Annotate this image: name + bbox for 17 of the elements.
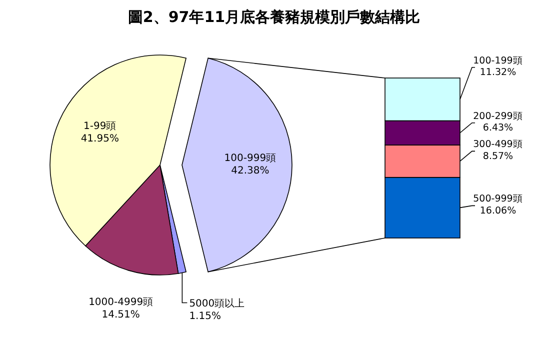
data-label: 42.38% bbox=[231, 166, 270, 176]
chart-title: 圖2、97年11月底各養豬規模別戶數結構比 bbox=[128, 8, 420, 26]
data-label: 14.51% bbox=[102, 309, 140, 320]
slice-label: 100-999頭 bbox=[224, 153, 276, 164]
data-label: 11.32% bbox=[480, 67, 516, 78]
series-label: 300-499頭 bbox=[473, 139, 523, 150]
data-label: 6.43% bbox=[482, 122, 514, 134]
slice-label: 1-99頭 bbox=[84, 120, 116, 132]
slice-label: 5000頭以上 bbox=[189, 298, 245, 310]
series-label: 200-299頭 bbox=[473, 110, 523, 122]
data-label: 41.95% bbox=[80, 133, 119, 144]
data-label: 16.06% bbox=[480, 206, 516, 217]
series-label: 500-999頭 bbox=[473, 194, 523, 205]
data-label: 8.57% bbox=[482, 151, 514, 162]
slice-label: 1000-4999頭 bbox=[88, 296, 154, 308]
data-label: 1.15% bbox=[189, 311, 221, 322]
series-label: 100-199頭 bbox=[473, 55, 523, 66]
